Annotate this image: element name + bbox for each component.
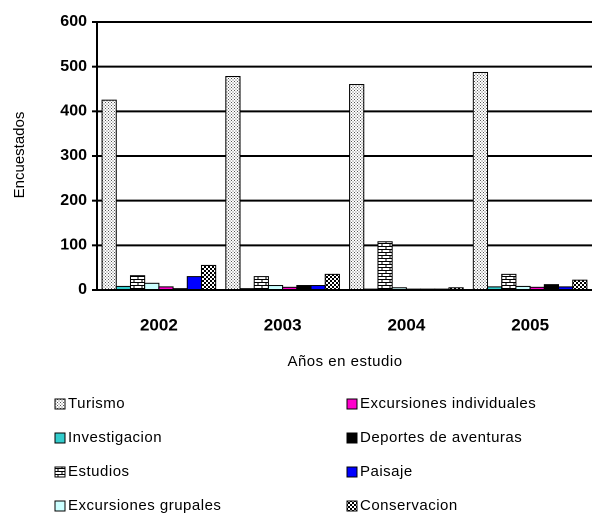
- legend-label: Conservacion: [360, 497, 458, 514]
- legend-label: Excursiones individuales: [360, 395, 536, 412]
- bar: [377, 241, 393, 291]
- legend-label: Investigacion: [68, 429, 162, 446]
- bar: [472, 71, 489, 291]
- y-tick-label: 0: [78, 281, 87, 298]
- bar: [501, 273, 517, 291]
- bar: [129, 275, 146, 291]
- bar: [225, 75, 241, 291]
- legend-label: Estudios: [68, 463, 130, 480]
- y-tick-label: 500: [60, 58, 87, 75]
- bar: [349, 84, 365, 291]
- bar: [572, 279, 588, 291]
- bar: [186, 276, 202, 291]
- x-tick-label: 2002: [140, 315, 178, 334]
- legend-label: Excursiones grupales: [68, 497, 221, 514]
- legend-swatch: [54, 432, 66, 444]
- bar: [144, 282, 160, 291]
- x-tick-label: 2005: [511, 315, 549, 334]
- legend-swatch: [346, 398, 358, 410]
- legend-swatch: [54, 398, 66, 410]
- x-tick-label: 2003: [264, 315, 302, 334]
- legend-label: Turismo: [68, 395, 125, 412]
- y-tick-label: 100: [60, 237, 87, 254]
- legend-swatch: [54, 500, 66, 512]
- legend-swatch: [346, 432, 358, 444]
- y-axis-label: Encuestados: [11, 112, 28, 199]
- bar: [253, 276, 269, 291]
- bar: [101, 99, 117, 291]
- y-tick-label: 600: [60, 13, 87, 30]
- bar: [324, 273, 340, 291]
- x-axis-label: Años en estudio: [287, 353, 402, 370]
- y-tick-label: 400: [60, 103, 87, 120]
- legend-label: Paisaje: [360, 463, 413, 480]
- x-tick-label: 2004: [387, 315, 425, 334]
- y-tick-label: 300: [60, 147, 87, 164]
- bar: [200, 264, 217, 291]
- y-tick-label: 200: [60, 192, 87, 209]
- legend-swatch: [346, 500, 358, 512]
- legend-label: Deportes de aventuras: [360, 429, 522, 446]
- legend-swatch: [346, 466, 358, 478]
- legend-swatch: [54, 466, 66, 478]
